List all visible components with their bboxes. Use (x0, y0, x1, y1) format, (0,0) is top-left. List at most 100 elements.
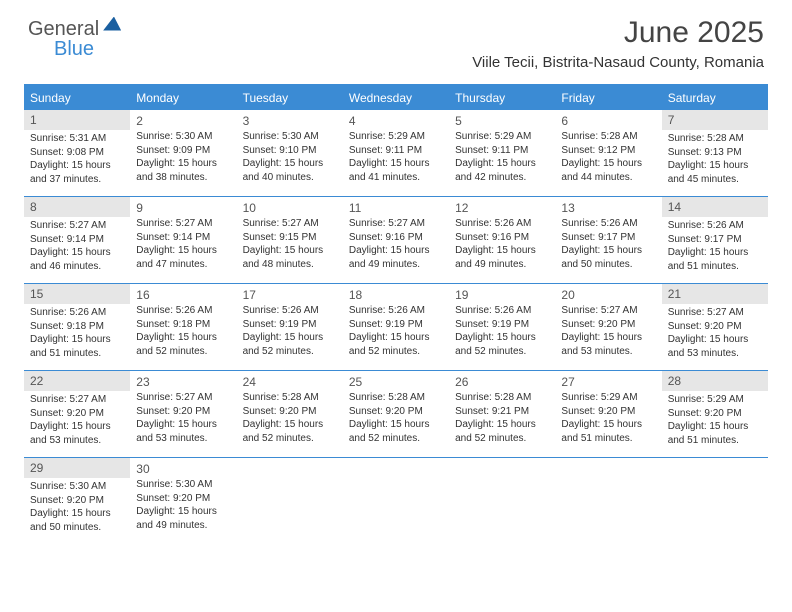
sunrise-text: Sunrise: 5:27 AM (30, 219, 124, 233)
sunrise-text: Sunrise: 5:26 AM (30, 306, 124, 320)
logo-mark-icon (103, 17, 121, 31)
daylight-text: and 49 minutes. (136, 519, 230, 533)
daylight-text: and 52 minutes. (349, 345, 443, 359)
daylight-text: Daylight: 15 hours (136, 157, 230, 171)
day-number: 19 (455, 288, 549, 302)
week-row: 29Sunrise: 5:30 AMSunset: 9:20 PMDayligh… (24, 457, 768, 544)
daylight-text: and 52 minutes. (349, 432, 443, 446)
daylight-text: and 52 minutes. (243, 345, 337, 359)
sunset-text: Sunset: 9:20 PM (349, 405, 443, 419)
sunrise-text: Sunrise: 5:26 AM (668, 219, 762, 233)
day-cell: 3Sunrise: 5:30 AMSunset: 9:10 PMDaylight… (237, 110, 343, 196)
sunset-text: Sunset: 9:16 PM (455, 231, 549, 245)
daylight-text: and 42 minutes. (455, 171, 549, 185)
day-number: 22 (24, 371, 130, 391)
sunset-text: Sunset: 9:18 PM (30, 320, 124, 334)
daylight-text: Daylight: 15 hours (243, 331, 337, 345)
day-cell-empty (555, 458, 661, 544)
day-number: 27 (561, 375, 655, 389)
sunrise-text: Sunrise: 5:29 AM (561, 391, 655, 405)
sunrise-text: Sunrise: 5:29 AM (668, 393, 762, 407)
day-header-row: SundayMondayTuesdayWednesdayThursdayFrid… (24, 86, 768, 110)
sunset-text: Sunset: 9:20 PM (668, 320, 762, 334)
sunset-text: Sunset: 9:20 PM (30, 407, 124, 421)
day-number: 9 (136, 201, 230, 215)
daylight-text: and 46 minutes. (30, 260, 124, 274)
day-number: 3 (243, 114, 337, 128)
daylight-text: and 53 minutes. (668, 347, 762, 361)
week-row: 1Sunrise: 5:31 AMSunset: 9:08 PMDaylight… (24, 110, 768, 196)
title-block: June 2025 Viile Tecii, Bistrita-Nasaud C… (472, 16, 764, 71)
daylight-text: Daylight: 15 hours (349, 157, 443, 171)
day-cell: 11Sunrise: 5:27 AMSunset: 9:16 PMDayligh… (343, 197, 449, 283)
page-title-month: June 2025 (472, 16, 764, 50)
sunset-text: Sunset: 9:18 PM (136, 318, 230, 332)
sunset-text: Sunset: 9:11 PM (455, 144, 549, 158)
daylight-text: and 52 minutes. (136, 345, 230, 359)
sunset-text: Sunset: 9:09 PM (136, 144, 230, 158)
day-cell: 1Sunrise: 5:31 AMSunset: 9:08 PMDaylight… (24, 110, 130, 196)
day-cell: 10Sunrise: 5:27 AMSunset: 9:15 PMDayligh… (237, 197, 343, 283)
day-cell: 6Sunrise: 5:28 AMSunset: 9:12 PMDaylight… (555, 110, 661, 196)
week-row: 8Sunrise: 5:27 AMSunset: 9:14 PMDaylight… (24, 196, 768, 283)
sunrise-text: Sunrise: 5:27 AM (243, 217, 337, 231)
sunset-text: Sunset: 9:20 PM (243, 405, 337, 419)
day-header: Friday (555, 86, 661, 110)
sunrise-text: Sunrise: 5:26 AM (455, 217, 549, 231)
day-cell: 26Sunrise: 5:28 AMSunset: 9:21 PMDayligh… (449, 371, 555, 457)
day-cell: 21Sunrise: 5:27 AMSunset: 9:20 PMDayligh… (662, 284, 768, 370)
day-cell: 23Sunrise: 5:27 AMSunset: 9:20 PMDayligh… (130, 371, 236, 457)
daylight-text: Daylight: 15 hours (561, 331, 655, 345)
sunset-text: Sunset: 9:19 PM (243, 318, 337, 332)
sunset-text: Sunset: 9:15 PM (243, 231, 337, 245)
calendar: SundayMondayTuesdayWednesdayThursdayFrid… (24, 84, 768, 544)
day-cell: 7Sunrise: 5:28 AMSunset: 9:13 PMDaylight… (662, 110, 768, 196)
daylight-text: and 51 minutes. (668, 434, 762, 448)
daylight-text: and 53 minutes. (561, 345, 655, 359)
sunrise-text: Sunrise: 5:28 AM (243, 391, 337, 405)
sunset-text: Sunset: 9:17 PM (668, 233, 762, 247)
daylight-text: and 37 minutes. (30, 173, 124, 187)
day-cell: 12Sunrise: 5:26 AMSunset: 9:16 PMDayligh… (449, 197, 555, 283)
day-cell-empty (449, 458, 555, 544)
sunrise-text: Sunrise: 5:26 AM (136, 304, 230, 318)
day-cell: 16Sunrise: 5:26 AMSunset: 9:18 PMDayligh… (130, 284, 236, 370)
day-number: 12 (455, 201, 549, 215)
sunrise-text: Sunrise: 5:27 AM (561, 304, 655, 318)
day-number: 4 (349, 114, 443, 128)
day-cell: 17Sunrise: 5:26 AMSunset: 9:19 PMDayligh… (237, 284, 343, 370)
day-number: 5 (455, 114, 549, 128)
day-number: 26 (455, 375, 549, 389)
day-number: 10 (243, 201, 337, 215)
sunset-text: Sunset: 9:14 PM (30, 233, 124, 247)
day-number: 25 (349, 375, 443, 389)
daylight-text: Daylight: 15 hours (30, 333, 124, 347)
day-cell: 8Sunrise: 5:27 AMSunset: 9:14 PMDaylight… (24, 197, 130, 283)
sunset-text: Sunset: 9:20 PM (668, 407, 762, 421)
daylight-text: and 41 minutes. (349, 171, 443, 185)
day-header: Saturday (662, 86, 768, 110)
daylight-text: Daylight: 15 hours (561, 244, 655, 258)
page-title-location: Viile Tecii, Bistrita-Nasaud County, Rom… (472, 54, 764, 71)
day-number: 23 (136, 375, 230, 389)
sunrise-text: Sunrise: 5:27 AM (349, 217, 443, 231)
daylight-text: Daylight: 15 hours (30, 159, 124, 173)
day-number: 11 (349, 201, 443, 215)
sunset-text: Sunset: 9:08 PM (30, 146, 124, 160)
daylight-text: and 48 minutes. (243, 258, 337, 272)
daylight-text: Daylight: 15 hours (349, 418, 443, 432)
daylight-text: Daylight: 15 hours (243, 157, 337, 171)
day-cell: 9Sunrise: 5:27 AMSunset: 9:14 PMDaylight… (130, 197, 236, 283)
daylight-text: and 44 minutes. (561, 171, 655, 185)
daylight-text: Daylight: 15 hours (561, 418, 655, 432)
sunset-text: Sunset: 9:12 PM (561, 144, 655, 158)
daylight-text: Daylight: 15 hours (136, 244, 230, 258)
sunrise-text: Sunrise: 5:27 AM (136, 217, 230, 231)
sunset-text: Sunset: 9:20 PM (136, 405, 230, 419)
sunrise-text: Sunrise: 5:30 AM (30, 480, 124, 494)
daylight-text: and 38 minutes. (136, 171, 230, 185)
day-header: Sunday (24, 86, 130, 110)
daylight-text: Daylight: 15 hours (243, 418, 337, 432)
day-header: Wednesday (343, 86, 449, 110)
day-cell: 24Sunrise: 5:28 AMSunset: 9:20 PMDayligh… (237, 371, 343, 457)
